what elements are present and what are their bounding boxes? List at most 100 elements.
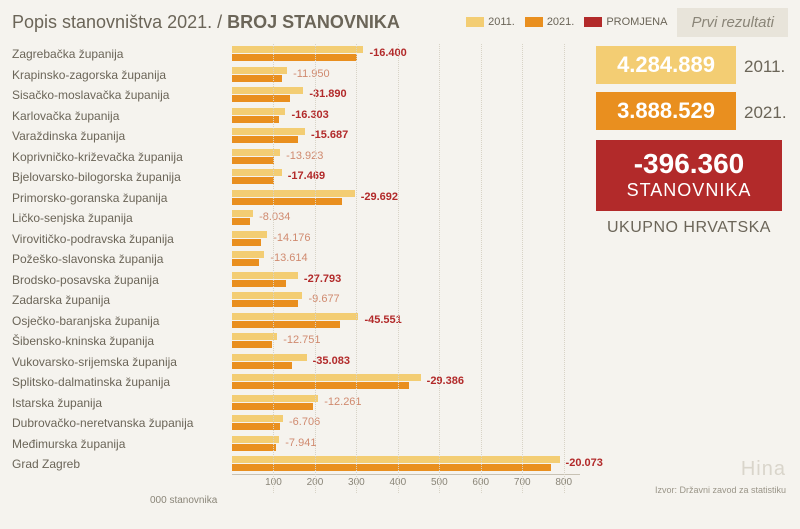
county-name: Bjelovarsko-bilogorska županija [12, 170, 232, 184]
grid-line [315, 44, 316, 493]
bar-2011 [232, 395, 318, 402]
axis-title: 000 stanovnika [150, 495, 217, 506]
bar-2011 [232, 67, 287, 74]
results-tag: Prvi rezultati [677, 8, 788, 37]
bar-2021 [232, 464, 551, 471]
bar-group: -6.706 [232, 413, 590, 434]
bar-rows: Zagrebačka županija -16.400 Krapinsko-zago… [12, 44, 590, 475]
total-2011-value: 4.284.889 [596, 46, 736, 84]
header: Popis stanovništva 2021. / BROJ STANOVNI… [0, 0, 800, 40]
total-2021-row: 3.888.529 2021. [596, 92, 788, 134]
county-row: Splitsko-dalmatinska županija-29.386 [12, 372, 590, 393]
county-name: Šibensko-kninska županija [12, 334, 232, 348]
grid-line [481, 44, 482, 493]
bar-2011 [232, 46, 363, 53]
county-row: Osječko-baranjska županija-45.551 [12, 311, 590, 332]
bar-group: -9.677 [232, 290, 590, 311]
title-part-b: BROJ STANOVNIKA [227, 12, 400, 32]
change-value: -16.400 [369, 47, 406, 59]
grid-line [439, 44, 440, 493]
total-country-label: UKUPNO HRVATSKA [596, 219, 782, 237]
bar-2011 [232, 210, 253, 217]
bar-group: -20.073 [232, 454, 590, 475]
bar-group: -13.614 [232, 249, 590, 270]
bar-2011 [232, 292, 302, 299]
county-name: Međimurska županija [12, 437, 232, 451]
county-name: Sisačko-moslavačka županija [12, 88, 232, 102]
year-2021-label: 2021. [744, 103, 787, 123]
bar-group: -12.751 [232, 331, 590, 352]
bar-2021 [232, 321, 340, 328]
legend-item: 2021. [525, 16, 575, 28]
change-value: -13.614 [270, 252, 307, 264]
change-value: -17.469 [288, 170, 325, 182]
bar-2021 [232, 157, 274, 164]
bar-2011 [232, 415, 283, 422]
bar-2011 [232, 436, 279, 443]
change-value: -27.793 [304, 273, 341, 285]
bar-2011 [232, 272, 298, 279]
grid-line [564, 44, 565, 493]
bar-2021 [232, 259, 259, 266]
county-row: Varaždinska županija-15.687 [12, 126, 590, 147]
bar-2021 [232, 75, 282, 82]
bar-group: -45.551 [232, 311, 590, 332]
bar-group: -14.176 [232, 229, 590, 250]
watermark: Hina [741, 458, 786, 481]
difference-box: -396.360 STANOVNIKA [596, 140, 782, 211]
change-value: -29.692 [361, 191, 398, 203]
county-name: Krapinsko-zagorska županija [12, 68, 232, 82]
bar-2011 [232, 251, 264, 258]
county-name: Grad Zagreb [12, 457, 232, 471]
county-name: Zagrebačka županija [12, 47, 232, 61]
bar-group: -27.793 [232, 270, 590, 291]
bar-2021 [232, 116, 279, 123]
legend-swatch [466, 17, 484, 27]
bar-group: -11.950 [232, 65, 590, 86]
bar-2021 [232, 362, 292, 369]
difference-number: -396.360 [602, 150, 776, 178]
bar-2021 [232, 218, 250, 225]
bar-2011 [232, 128, 305, 135]
change-value: -13.923 [286, 150, 323, 162]
bar-2021 [232, 300, 298, 307]
bar-2021 [232, 239, 261, 246]
county-row: Koprivničko-križevačka županija-13.923 [12, 147, 590, 168]
legend: 2011. 2021. PROMJENA [466, 16, 667, 28]
bar-2011 [232, 231, 267, 238]
change-value: -14.176 [273, 232, 310, 244]
county-name: Osječko-baranjska županija [12, 314, 232, 328]
county-row: Međimurska županija-7.941 [12, 434, 590, 455]
county-name: Istarska županija [12, 396, 232, 410]
legend-label: 2021. [547, 16, 575, 28]
bar-group: -29.386 [232, 372, 590, 393]
total-2021-value: 3.888.529 [596, 92, 736, 130]
county-row: Zagrebačka županija -16.400 [12, 44, 590, 65]
county-name: Zadarska županija [12, 293, 232, 307]
x-axis: 100200300400500600700800 [232, 474, 580, 492]
bar-2021 [232, 444, 276, 451]
grid-line [522, 44, 523, 493]
total-2011-row: 4.284.889 2011. [596, 46, 788, 88]
legend-label: PROMJENA [606, 16, 667, 28]
summary-panel: 4.284.889 2011. 3.888.529 2021. -396.360… [590, 40, 800, 510]
county-row: Brodsko-posavska županija-27.793 [12, 270, 590, 291]
county-name: Ličko-senjska županija [12, 211, 232, 225]
county-name: Dubrovačko-neretvanska županija [12, 416, 232, 430]
bar-2011 [232, 190, 355, 197]
county-name: Požeško-slavonska županija [12, 252, 232, 266]
bar-2021 [232, 198, 342, 205]
county-row: Dubrovačko-neretvanska županija-6.706 [12, 413, 590, 434]
legend-swatch [584, 17, 602, 27]
change-value: -16.303 [291, 109, 328, 121]
change-value: -35.083 [313, 355, 350, 367]
legend-item: PROMJENA [584, 16, 667, 28]
bar-2011 [232, 456, 560, 463]
county-row: Bjelovarsko-bilogorska županija -17.469 [12, 167, 590, 188]
county-row: Primorsko-goranska županija-29.692 [12, 188, 590, 209]
main-area: Zagrebačka županija -16.400 Krapinsko-zago… [0, 40, 800, 510]
source-text: Izvor: Državni zavod za statistiku [655, 485, 786, 495]
legend-item: 2011. [466, 16, 515, 28]
chart-area: Zagrebačka županija -16.400 Krapinsko-zago… [0, 40, 590, 510]
bar-2011 [232, 374, 421, 381]
